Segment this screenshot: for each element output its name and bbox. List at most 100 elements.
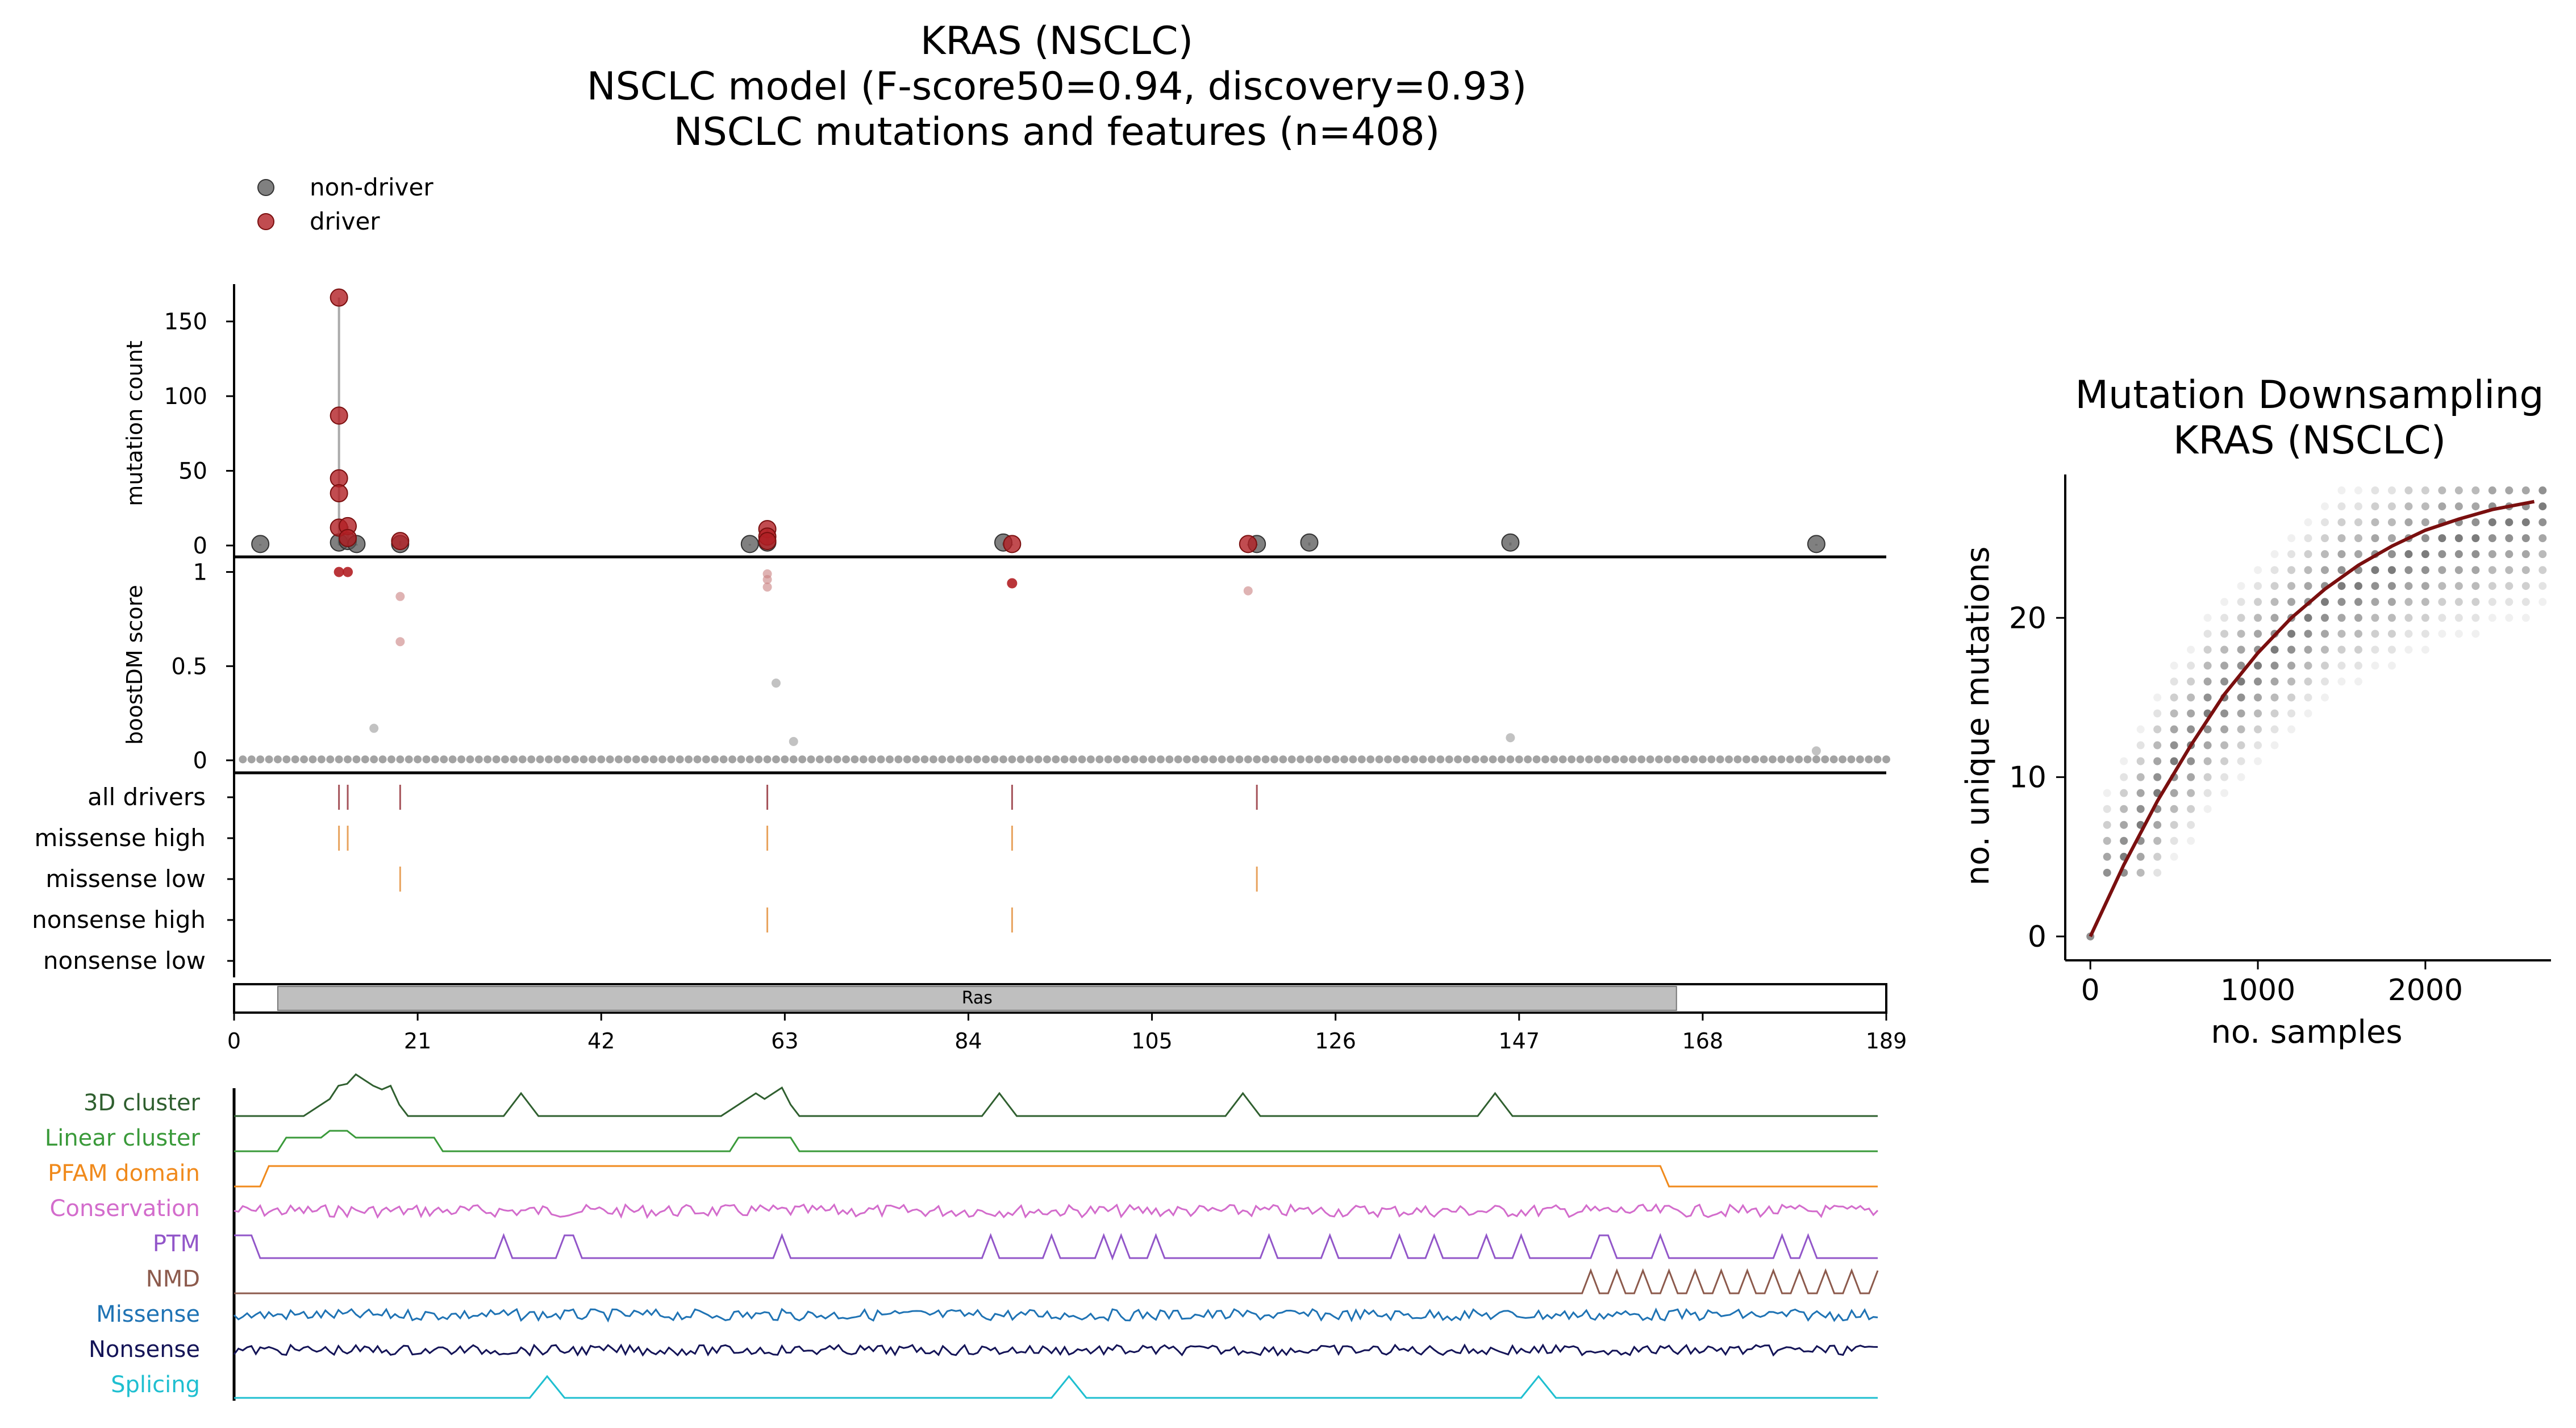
- downsampling-sample-point: [2220, 773, 2229, 781]
- downsampling-sample-point: [2488, 566, 2496, 574]
- feature-track-label: PFAM domain: [48, 1160, 200, 1186]
- boostdm-baseline-point: [1401, 755, 1410, 764]
- boostdm-baseline-point: [877, 755, 885, 764]
- downsampling-sample-point: [2488, 518, 2496, 527]
- downsampling-sample-point: [2270, 646, 2279, 654]
- downsampling-sample-point: [2237, 693, 2245, 702]
- feature-tracks-panel: 3D cluster Linear cluster PFAM domain Conse…: [45, 1073, 1879, 1401]
- downsampling-sample-point: [2387, 534, 2396, 543]
- downsampling-sample-point: [2371, 661, 2379, 670]
- boostdm-baseline-point: [912, 755, 920, 764]
- boostdm-baseline-point: [1690, 755, 1698, 764]
- downsampling-sample-point: [2421, 598, 2429, 606]
- boostdm-baseline-point: [623, 755, 632, 764]
- downsampling-sample-point: [2270, 725, 2279, 734]
- boostdm-baseline-point: [1165, 755, 1174, 764]
- driver-track-label: nonsense high: [32, 906, 206, 934]
- downsampling-sample-point: [2471, 518, 2480, 527]
- boostdm-baseline-point: [536, 755, 544, 764]
- downsampling-sample-point: [2320, 566, 2329, 574]
- feature-track-line: [234, 1375, 1878, 1399]
- downsampling-sample-point: [2354, 630, 2362, 638]
- domain-frame: [233, 983, 1887, 1014]
- downsampling-sample-point: [2304, 614, 2312, 622]
- downsampling-sample-point: [2153, 852, 2162, 861]
- boostdm-baseline-point: [1471, 755, 1479, 764]
- downsampling-sample-point: [2187, 805, 2195, 813]
- boostdm-baseline-point: [1541, 755, 1549, 764]
- boostdm-baseline-point: [396, 755, 405, 764]
- downsampling-sample-point: [2136, 725, 2145, 734]
- boostdm-baseline-point: [755, 755, 763, 764]
- boostdm-baseline-point: [1698, 755, 1707, 764]
- downsampling-sample-point: [2237, 598, 2245, 606]
- downsampling-sample-point: [2438, 614, 2446, 622]
- boostdm-baseline-point: [405, 755, 413, 764]
- downsampling-sample-point: [2387, 486, 2396, 495]
- downsampling-sample-point: [2454, 550, 2463, 559]
- boostdm-baseline-point: [1733, 755, 1742, 764]
- downsampling-sample-point: [2387, 566, 2396, 574]
- boostdm-point: [1811, 746, 1821, 756]
- driver-point: [339, 528, 357, 547]
- boostdm-baseline-point: [973, 755, 981, 764]
- boostdm-baseline-point: [352, 755, 361, 764]
- downsampling-sample-point: [2521, 566, 2530, 574]
- boostdm-point: [771, 678, 781, 688]
- boostdm-baseline-point: [885, 755, 894, 764]
- downsampling-sample-point: [2254, 677, 2262, 686]
- downsampling-sample-point: [2521, 598, 2530, 606]
- feature-track-label: NMD: [146, 1266, 200, 1292]
- boostdm-baseline-point: [1856, 755, 1864, 764]
- downsampling-sample-point: [2237, 725, 2245, 734]
- downsampling-sample-point: [2521, 518, 2530, 527]
- boostdm-baseline-point: [1681, 755, 1690, 764]
- boostdm-baseline-point: [273, 755, 282, 764]
- downsampling-sample-point: [2153, 836, 2162, 845]
- downsampling-sample-point: [2203, 661, 2212, 670]
- boostdm-baseline-point: [1122, 755, 1130, 764]
- boostdm-baseline-point: [1183, 755, 1191, 764]
- downsampling-sample-point: [2220, 725, 2229, 734]
- downsampling-sample-point: [2170, 709, 2178, 718]
- boostdm-baseline-point: [1244, 755, 1252, 764]
- boostdm-baseline-point: [894, 755, 903, 764]
- boostdm-baseline-point: [1628, 755, 1637, 764]
- downsampling-sample-point: [2421, 614, 2429, 622]
- boostdm-baseline-point: [1235, 755, 1244, 764]
- downsampling-sample-point: [2505, 598, 2514, 606]
- downsampling-xtick-label: 2000: [2388, 973, 2463, 1007]
- downsampling-sample-point: [2320, 693, 2329, 702]
- downsampling-fit-curve: [2089, 499, 2535, 938]
- boostdm-baseline-point: [851, 755, 859, 764]
- downsampling-sample-point: [2304, 582, 2312, 590]
- downsampling-sample-point: [2270, 661, 2279, 670]
- downsampling-sample-point: [2170, 852, 2178, 861]
- boostdm-baseline-point: [1148, 755, 1156, 764]
- boostdm-baseline-point: [649, 755, 658, 764]
- downsampling-sample-point: [2153, 741, 2162, 750]
- downsampling-sample-point: [2521, 486, 2530, 495]
- non-driver-point: [1501, 533, 1520, 552]
- boostdm-baseline-point: [868, 755, 877, 764]
- downsampling-sample-point: [2304, 550, 2312, 559]
- boostdm-baseline-point: [361, 755, 369, 764]
- downsampling-sample-point: [2337, 486, 2346, 495]
- downsampling-xtick-label: 1000: [2220, 973, 2295, 1007]
- downsampling-sample-point: [2287, 646, 2296, 654]
- boostdm-baseline-point: [789, 755, 798, 764]
- mutation-count-ylabel: mutation count: [122, 340, 147, 506]
- driver-point: [330, 484, 348, 502]
- feature-track-label: Missense: [96, 1301, 200, 1327]
- driver-track-label: all drivers: [87, 783, 206, 811]
- downsampling-sample-point: [2354, 550, 2362, 559]
- boostdm-baseline-point: [833, 755, 841, 764]
- boostdm-baseline-point: [1558, 755, 1567, 764]
- boostdm-baseline-point: [527, 755, 536, 764]
- boostdm-baseline-point: [1052, 755, 1060, 764]
- downsampling-sample-point: [2371, 518, 2379, 527]
- boostdm-baseline-point: [1532, 755, 1541, 764]
- boostdm-baseline-point: [1340, 755, 1349, 764]
- downsampling-sample-point: [2304, 693, 2312, 702]
- downsampling-sample-point: [2136, 852, 2145, 861]
